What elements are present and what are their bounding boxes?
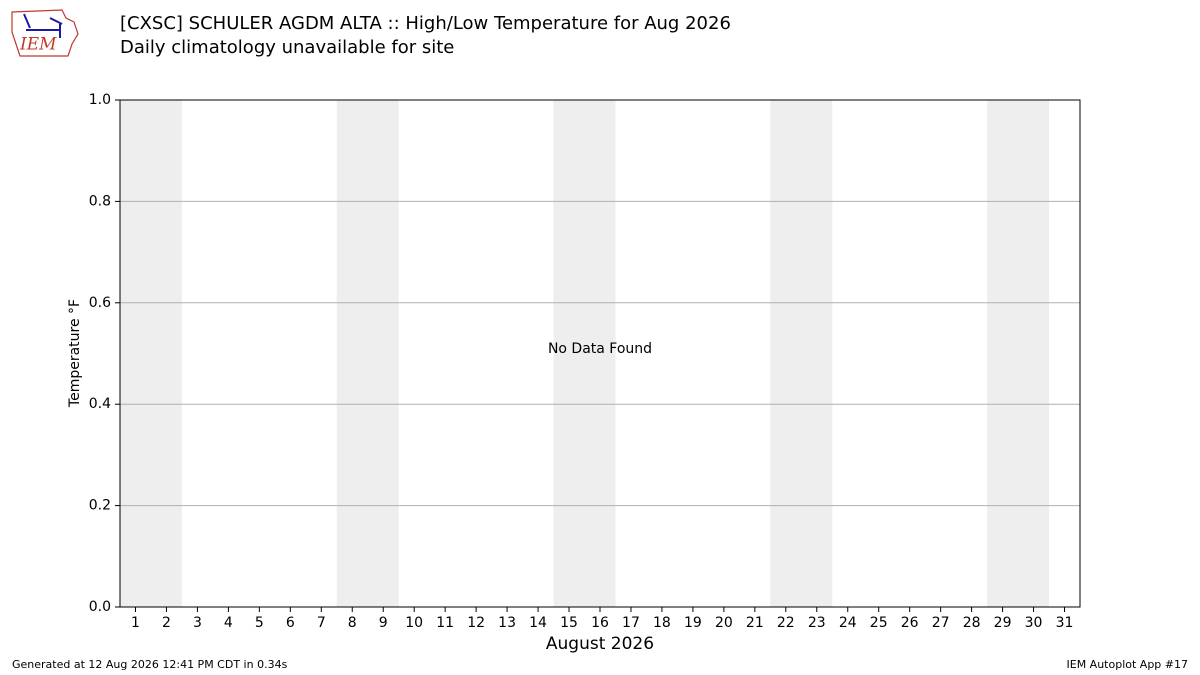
x-tick-label: 18 [653, 615, 671, 631]
x-tick-label: 28 [963, 615, 981, 631]
x-tick-label: 24 [839, 615, 857, 631]
y-tick-label: 0.0 [89, 599, 111, 615]
x-tick-label: 27 [932, 615, 950, 631]
x-tick-label: 21 [746, 615, 764, 631]
weekend-shade [120, 100, 182, 607]
x-tick-label: 6 [286, 615, 295, 631]
x-tick-label: 11 [436, 615, 454, 631]
logo-outline [11, 9, 79, 57]
y-tick-label: 0.2 [89, 498, 111, 514]
weekend-shade [336, 100, 399, 607]
logo-text: IEM [19, 35, 57, 55]
x-tick-label: 13 [498, 615, 516, 631]
x-tick-label: 1 [131, 615, 140, 631]
x-tick-label: 25 [870, 615, 888, 631]
y-tick-label: 0.6 [89, 295, 111, 311]
x-tick-label: 7 [317, 615, 326, 631]
x-tick-label: 17 [622, 615, 640, 631]
x-tick-label: 16 [591, 615, 609, 631]
y-tick-label: 1.0 [89, 92, 111, 108]
y-tick-label: 0.8 [89, 193, 111, 209]
logo: IEM [11, 9, 79, 57]
footer-right: IEM Autoplot App #17 [1067, 658, 1189, 671]
footer-left: Generated at 12 Aug 2026 12:41 PM CDT in… [12, 658, 288, 671]
logo-icon [23, 13, 63, 38]
x-axis-label: August 2026 [546, 634, 654, 654]
x-tick-label: 20 [715, 615, 733, 631]
y-axis-label: Temperature °F [67, 299, 83, 408]
chart-title: [CXSC] SCHULER AGDM ALTA :: High/Low Tem… [120, 13, 731, 34]
y-tick-label: 0.4 [89, 396, 111, 412]
x-tick-label: 2 [162, 615, 171, 631]
x-tick-label: 22 [777, 615, 795, 631]
plot-frame [119, 99, 1081, 608]
annotation: No Data Found [548, 341, 652, 357]
x-tick-label: 23 [808, 615, 826, 631]
x-tick-label: 4 [224, 615, 233, 631]
x-tick-label: 15 [560, 615, 578, 631]
x-tick-label: 31 [1056, 615, 1074, 631]
x-tick-label: 14 [529, 615, 547, 631]
chart-subtitle: Daily climatology unavailable for site [120, 37, 454, 58]
x-tick-label: 10 [405, 615, 423, 631]
x-tick-label: 30 [1025, 615, 1043, 631]
x-tick-label: 12 [467, 615, 485, 631]
x-tick-label: 29 [994, 615, 1012, 631]
weekend-shade [987, 100, 1050, 607]
weekend-shade [553, 100, 616, 607]
x-tick-label: 26 [901, 615, 919, 631]
x-tick-label: 8 [348, 615, 357, 631]
weekend-shade [770, 100, 833, 607]
x-tick-label: 3 [193, 615, 202, 631]
x-tick-label: 9 [379, 615, 388, 631]
x-tick-label: 19 [684, 615, 702, 631]
x-tick-label: 5 [255, 615, 264, 631]
